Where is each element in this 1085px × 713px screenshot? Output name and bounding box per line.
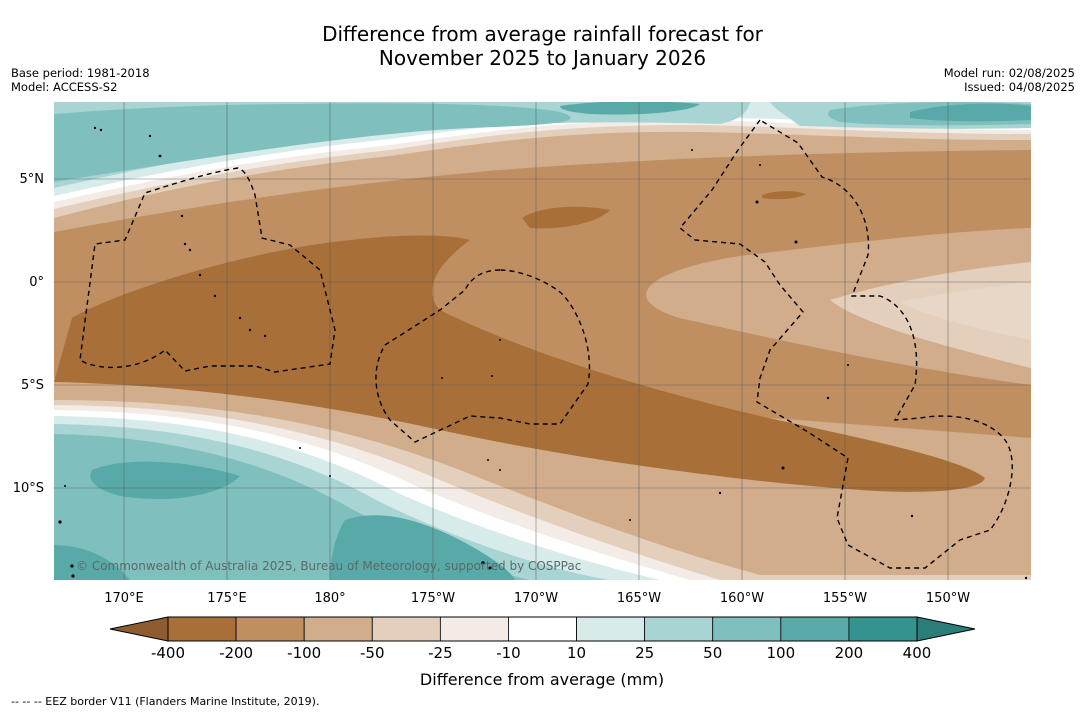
base-period: Base period: 1981-2018 [11,66,150,80]
islands [58,126,1028,580]
meta-left: Base period: 1981-2018 Model: ACCESS-S2 [11,66,150,94]
lon-label-170e: 170°E [104,591,144,606]
lon-label-165w: 165°W [617,591,661,606]
contour-fill: © Commonwealth of Australia 2025, Bureau… [54,102,1031,580]
graticule [54,102,1031,580]
colorbar-tick-label: 200 [835,644,864,662]
colorbar-tick-label: -400 [151,644,185,662]
colorbar-tick-label: 400 [903,644,932,662]
title-line-1: Difference from average rainfall forecas… [322,22,763,46]
colorbar-segment [848,616,918,642]
lat-label-0: 0° [29,275,44,290]
colorbar-tick-label: -50 [360,644,385,662]
contour-neg400-patch [522,206,610,229]
lon-label-175e: 175°E [207,591,247,606]
colorbar-segment [712,616,782,642]
meta-right: Model run: 02/08/2025 Issued: 04/08/2025 [944,66,1075,94]
colorbar-tick-label: -200 [219,644,253,662]
contour-south-200-a [90,461,241,500]
contour-neg400-west [54,235,985,492]
colorbar-segment [371,616,441,642]
colorbar-tick-label: -25 [428,644,453,662]
contour-neg400-fleck [762,191,806,200]
colorbar-tick-label: 10 [567,644,586,662]
lon-label-175w: 175°W [411,591,455,606]
lon-label-150w: 150°W [926,591,970,606]
colorbar-segment [235,616,305,642]
contour-east-neg25 [900,282,1031,340]
contour-ne-200 [910,103,1031,122]
lon-label-155w: 155°W [823,591,867,606]
colorbar-ticks: -400 -200 -100 -50 -25 -10 10 25 50 100 200 400 [151,644,931,662]
colorbar-tick-label: 50 [703,644,722,662]
colorbar-tick-label: -10 [496,644,521,662]
lon-label-160w: 160°W [720,591,764,606]
lon-labels: 170°E 175°E 180° 175°W 170°W 165°W 160°W… [104,591,970,606]
colorbar-extend-low [109,616,169,642]
colorbar-label: Difference from average (mm) [420,670,664,689]
eez-borders [79,119,1013,569]
colorbar: -400 -200 -100 -50 -25 -10 10 25 50 100 200 400 Dif… [109,616,976,689]
colorbar-segment [644,616,714,642]
issued-date: Issued: 04/08/2025 [964,80,1075,94]
copyright-text: © Commonwealth of Australia 2025, Bureau… [76,559,581,573]
lat-label-10s: 10°S [13,481,44,496]
title-line-2: November 2025 to January 2026 [378,46,707,70]
contour-south-200-c [54,545,130,580]
colorbar-segment [167,616,237,642]
colorbar-tick-label: -100 [287,644,321,662]
colorbar-extend-high [916,616,976,642]
model-name: Model: ACCESS-S2 [11,80,118,94]
colorbar-segments [167,616,918,642]
colorbar-segment [439,616,509,642]
colorbar-segment [303,616,373,642]
colorbar-segment [576,616,646,642]
colorbar-tick-label: 25 [635,644,654,662]
eez-kiribati-phoenix [375,269,591,443]
colorbar-frame [167,616,918,642]
lon-label-170w: 170°W [514,591,558,606]
contour-nw-200 [560,102,700,115]
colorbar-segment [508,616,577,642]
eez-kiribati-gilbert [79,167,336,373]
contour-east-neg100 [646,228,1031,385]
lat-label-5s: 5°S [21,378,44,393]
contour-south-200-b [330,515,515,580]
chart-title: Difference from average rainfall forecas… [0,22,1085,70]
eez-legend: -- -- -- EEZ border V11 (Flanders Marine… [11,695,320,708]
colorbar-tick-label: 100 [766,644,795,662]
lat-labels: 5°N 0° 5°S 10°S [13,172,44,496]
contour-north-100 [54,103,571,182]
model-run: Model run: 02/08/2025 [943,66,1075,80]
eez-kiribati-line [679,119,1013,569]
lat-label-5n: 5°N [20,172,45,187]
lon-label-180: 180° [314,591,345,606]
colorbar-segment [780,616,850,642]
